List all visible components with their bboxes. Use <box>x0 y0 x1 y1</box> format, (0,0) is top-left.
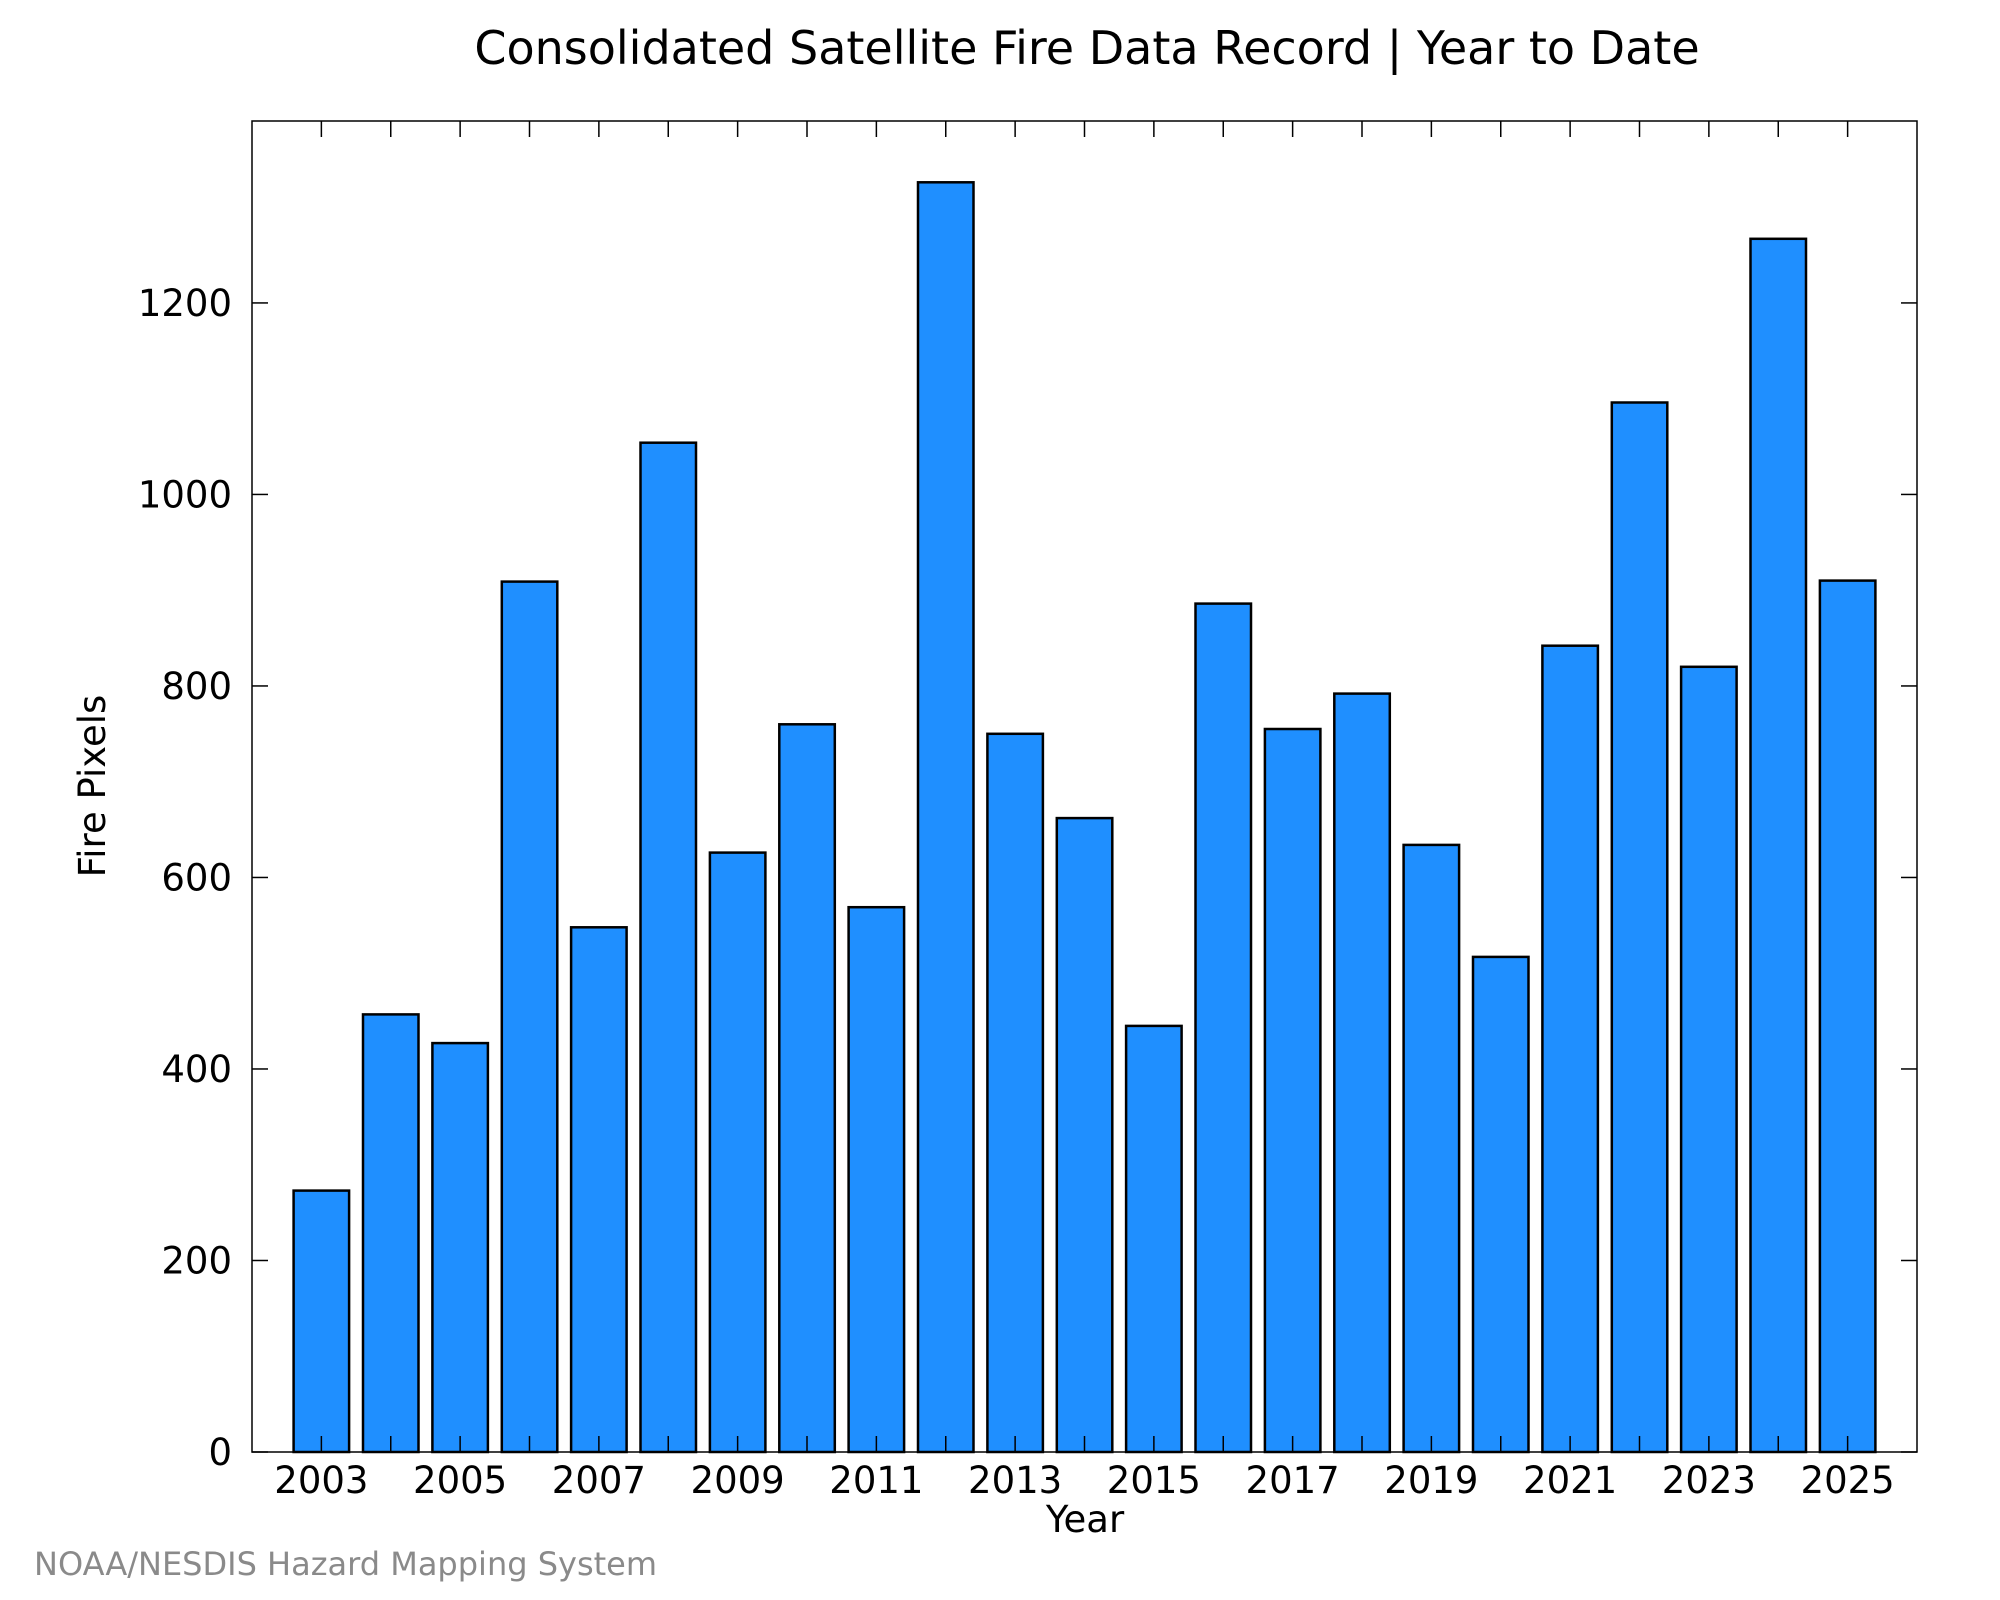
bar-2008 <box>639 441 698 1454</box>
bar-2014 <box>1055 816 1114 1454</box>
x-tick-label: 2003 <box>274 1459 368 1502</box>
bar-2016 <box>1194 602 1253 1454</box>
x-tick-label: 2013 <box>968 1459 1062 1502</box>
y-tick-label: 800 <box>161 665 232 708</box>
x-axis: 2003 2005 2007 2009 2011 2013 2015 2017 2019 2021… <box>274 121 1895 1502</box>
y-tick-label: 600 <box>161 856 232 899</box>
bar-2019 <box>1402 843 1461 1454</box>
y-axis: 0 200 400 600 800 1000 1200 <box>138 282 1917 1474</box>
bar-2015 <box>1124 1024 1183 1454</box>
bar-2025 <box>1818 579 1877 1454</box>
x-tick-label: 2005 <box>413 1459 507 1502</box>
bar-2013 <box>986 732 1045 1454</box>
y-tick-label: 0 <box>208 1431 232 1474</box>
y-tick-label: 1000 <box>138 473 232 516</box>
bar-2024 <box>1749 237 1808 1454</box>
bar-2022 <box>1610 401 1669 1454</box>
x-tick-label: 2011 <box>829 1459 923 1502</box>
bar-2017 <box>1263 727 1322 1454</box>
bar-2005 <box>431 1041 490 1454</box>
x-tick-label: 2015 <box>1107 1459 1201 1502</box>
bar-2020 <box>1471 955 1530 1454</box>
chart-title: Consolidated Satellite Fire Data Record … <box>474 21 1699 76</box>
x-tick-label: 2017 <box>1246 1459 1340 1502</box>
credit-text: NOAA/NESDIS Hazard Mapping System <box>34 1545 657 1583</box>
y-tick-label: 200 <box>161 1239 232 1282</box>
bar-2007 <box>569 926 628 1454</box>
bar-2018 <box>1333 692 1392 1454</box>
y-tick-label: 1200 <box>138 282 232 325</box>
bar-2006 <box>500 580 559 1454</box>
x-tick-label: 2025 <box>1801 1459 1895 1502</box>
bar-2004 <box>361 1013 420 1454</box>
x-tick-label: 2023 <box>1662 1459 1756 1502</box>
bar-2009 <box>708 851 767 1454</box>
bar-2021 <box>1541 644 1600 1454</box>
bars-group <box>292 181 1877 1454</box>
x-tick-label: 2009 <box>691 1459 785 1502</box>
y-tick-label: 400 <box>161 1048 232 1091</box>
bar-2003 <box>292 1189 351 1454</box>
x-tick-label: 2019 <box>1384 1459 1478 1502</box>
y-axis-label: Fire Pixels <box>71 695 114 878</box>
bar-2011 <box>847 905 906 1454</box>
x-tick-label: 2007 <box>552 1459 646 1502</box>
x-tick-label: 2021 <box>1523 1459 1617 1502</box>
bar-2023 <box>1679 665 1738 1454</box>
bar-2010 <box>778 723 837 1454</box>
bar-2012 <box>916 181 975 1454</box>
x-axis-label: Year <box>1045 1498 1125 1541</box>
